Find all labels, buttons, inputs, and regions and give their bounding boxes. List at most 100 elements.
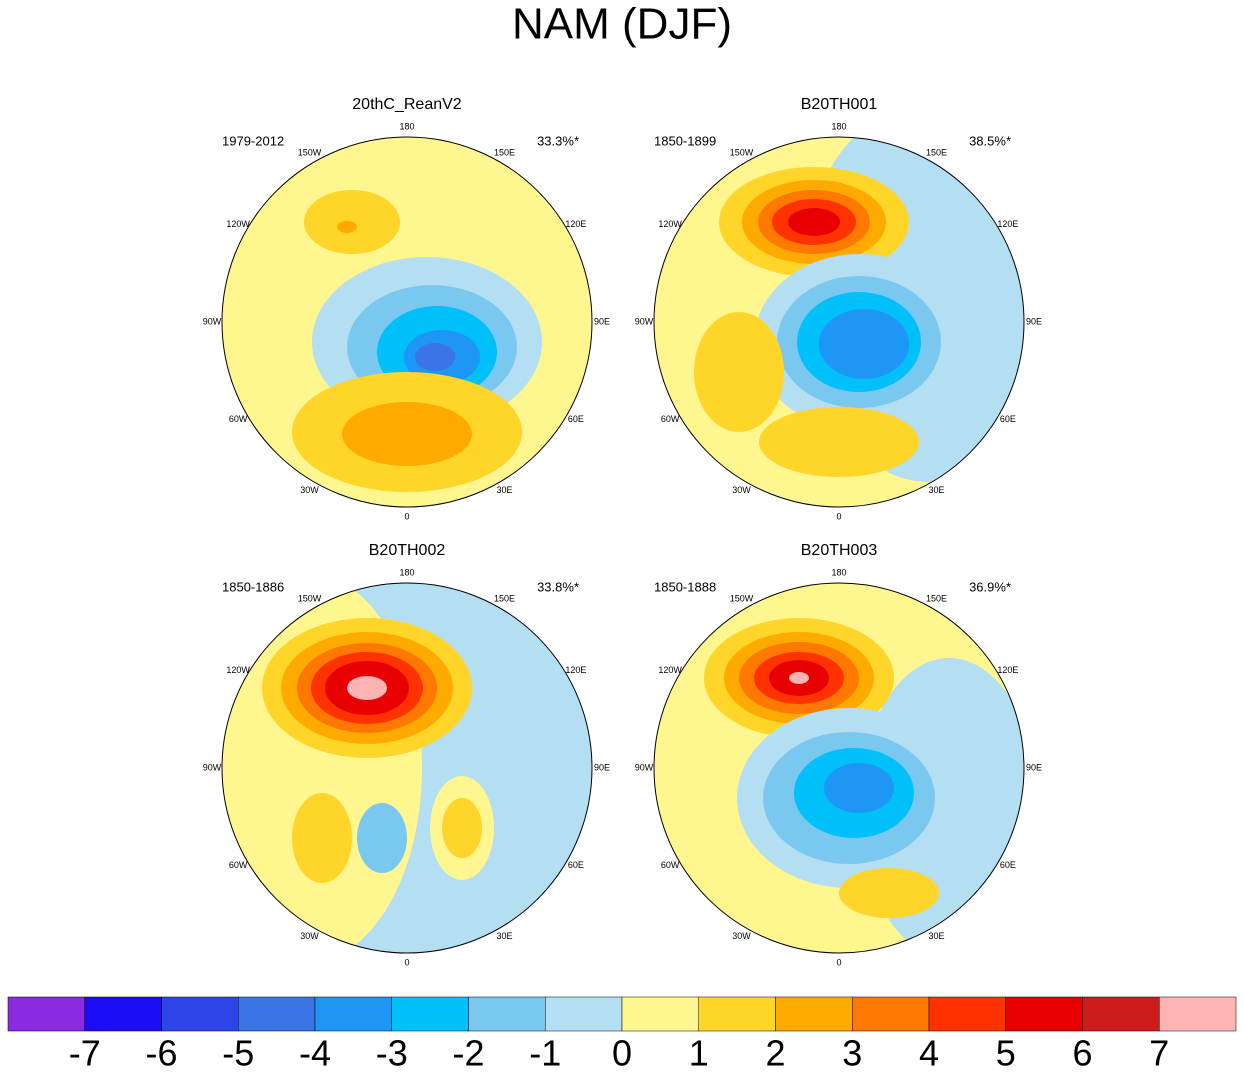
map-panel: B20TH001 1850-1899 38.5%* 180 150W 150E 120W 12…: [635, 96, 1042, 521]
map-border: [221, 582, 593, 954]
longitude-label: 60E: [1000, 414, 1016, 424]
colorbar-label: 5: [996, 1033, 1016, 1074]
colorbar-label: 3: [842, 1033, 862, 1074]
contour-region: [819, 309, 909, 379]
colorbar-box: [84, 996, 162, 1032]
longitude-label: 0: [404, 957, 409, 967]
longitude-label: 30W: [300, 931, 319, 941]
longitude-label: 90W: [203, 762, 222, 772]
figure-title: NAM (DJF): [512, 0, 732, 49]
contour-region: [694, 312, 784, 432]
panel-title: 20thC_ReanV2: [352, 96, 462, 113]
map-panel: 20thC_ReanV2 1979-2012 33.3%* 180 150W 150E 12…: [203, 96, 610, 521]
longitude-label: 90W: [635, 316, 654, 326]
contour-region: [788, 208, 840, 236]
longitude-label: 150W: [298, 594, 322, 604]
longitude-label: 60W: [661, 414, 680, 424]
colorbar-label: 0: [612, 1033, 632, 1074]
longitude-label: 120W: [226, 219, 250, 229]
colorbar-label: -4: [299, 1033, 331, 1074]
longitude-label: 60E: [1000, 860, 1016, 870]
contour-region: [337, 221, 357, 233]
panel-percent: 33.8%*: [537, 579, 579, 594]
colorbar-box: [698, 996, 776, 1032]
panel-percent: 36.9%*: [969, 579, 1011, 594]
longitude-label: 120W: [658, 665, 682, 675]
colorbar-box: [314, 996, 392, 1032]
longitude-label: 30W: [732, 931, 751, 941]
contour-region: [292, 793, 352, 883]
longitude-label: 150W: [730, 148, 754, 158]
longitude-label: 150E: [926, 148, 947, 158]
longitude-label: 150E: [926, 594, 947, 604]
longitude-label: 120E: [565, 665, 586, 675]
longitude-label: 0: [404, 511, 409, 521]
contour-region: [789, 672, 809, 684]
colorbar-box: [852, 996, 930, 1032]
longitude-label: 150E: [494, 148, 515, 158]
panel-period: 1850-1886: [222, 579, 284, 594]
colorbar-box: [238, 996, 316, 1032]
longitude-label: 150W: [298, 148, 322, 158]
colorbar-box: [468, 996, 546, 1032]
map-border: [653, 582, 1025, 954]
longitude-label: 150E: [494, 594, 515, 604]
map-panel: B20TH003 1850-1888 36.9%* 180 150W 150E 120W 12…: [635, 542, 1042, 967]
colorbar-label: -2: [452, 1033, 484, 1074]
colorbar-box: [621, 996, 699, 1032]
map-field: [222, 583, 592, 953]
panel-percent: 38.5%*: [969, 133, 1011, 148]
longitude-label: 30E: [928, 931, 944, 941]
longitude-label: 120W: [658, 219, 682, 229]
map-field: [654, 583, 1024, 953]
contour-region: [759, 407, 919, 477]
colorbar-box: [928, 996, 1006, 1032]
colorbar-label: -7: [69, 1033, 101, 1074]
longitude-label: 60E: [568, 860, 584, 870]
colorbar-box: [1159, 996, 1237, 1032]
panel-percent: 33.3%*: [537, 133, 579, 148]
longitude-label: 30W: [732, 485, 751, 495]
longitude-label: 90E: [1026, 762, 1042, 772]
colorbar-label: -6: [145, 1033, 177, 1074]
colorbar-box: [1082, 996, 1160, 1032]
longitude-label: 60W: [229, 414, 248, 424]
longitude-label: 0: [836, 511, 841, 521]
contour-region: [839, 868, 939, 918]
longitude-label: 90W: [635, 762, 654, 772]
contour-region: [442, 798, 482, 858]
colorbar-label: -5: [222, 1033, 254, 1074]
longitude-label: 180: [399, 567, 414, 577]
colorbar-label: -1: [529, 1033, 561, 1074]
longitude-label: 180: [399, 121, 414, 131]
longitude-label: 120W: [226, 665, 250, 675]
colorbar-box: [775, 996, 853, 1032]
contour-region: [347, 676, 387, 700]
map-border: [653, 136, 1025, 508]
longitude-label: 150W: [730, 594, 754, 604]
contour-region: [342, 402, 472, 466]
contour-region: [824, 763, 894, 813]
panel-title: B20TH001: [801, 96, 878, 113]
longitude-label: 120E: [997, 219, 1018, 229]
longitude-label: 90E: [594, 762, 610, 772]
longitude-label: 60E: [568, 414, 584, 424]
map-panel: B20TH002 1850-1886 33.8%* 180 150W 150E 120W 12…: [203, 542, 610, 967]
colorbar-box: [1005, 996, 1083, 1032]
longitude-label: 90W: [203, 316, 222, 326]
longitude-label: 30W: [300, 485, 319, 495]
longitude-label: 60W: [661, 860, 680, 870]
contour-region: [415, 343, 455, 371]
colorbar-label: 6: [1072, 1033, 1092, 1074]
longitude-label: 0: [836, 957, 841, 967]
panel-title: B20TH002: [369, 542, 446, 559]
panel-period: 1979-2012: [222, 133, 284, 148]
colorbar-label: 2: [765, 1033, 785, 1074]
map-field: [654, 137, 1024, 507]
colorbar-label: -3: [376, 1033, 408, 1074]
panel-period: 1850-1899: [654, 133, 716, 148]
longitude-label: 120E: [565, 219, 586, 229]
longitude-label: 60W: [229, 860, 248, 870]
colorbar-box: [7, 996, 85, 1032]
